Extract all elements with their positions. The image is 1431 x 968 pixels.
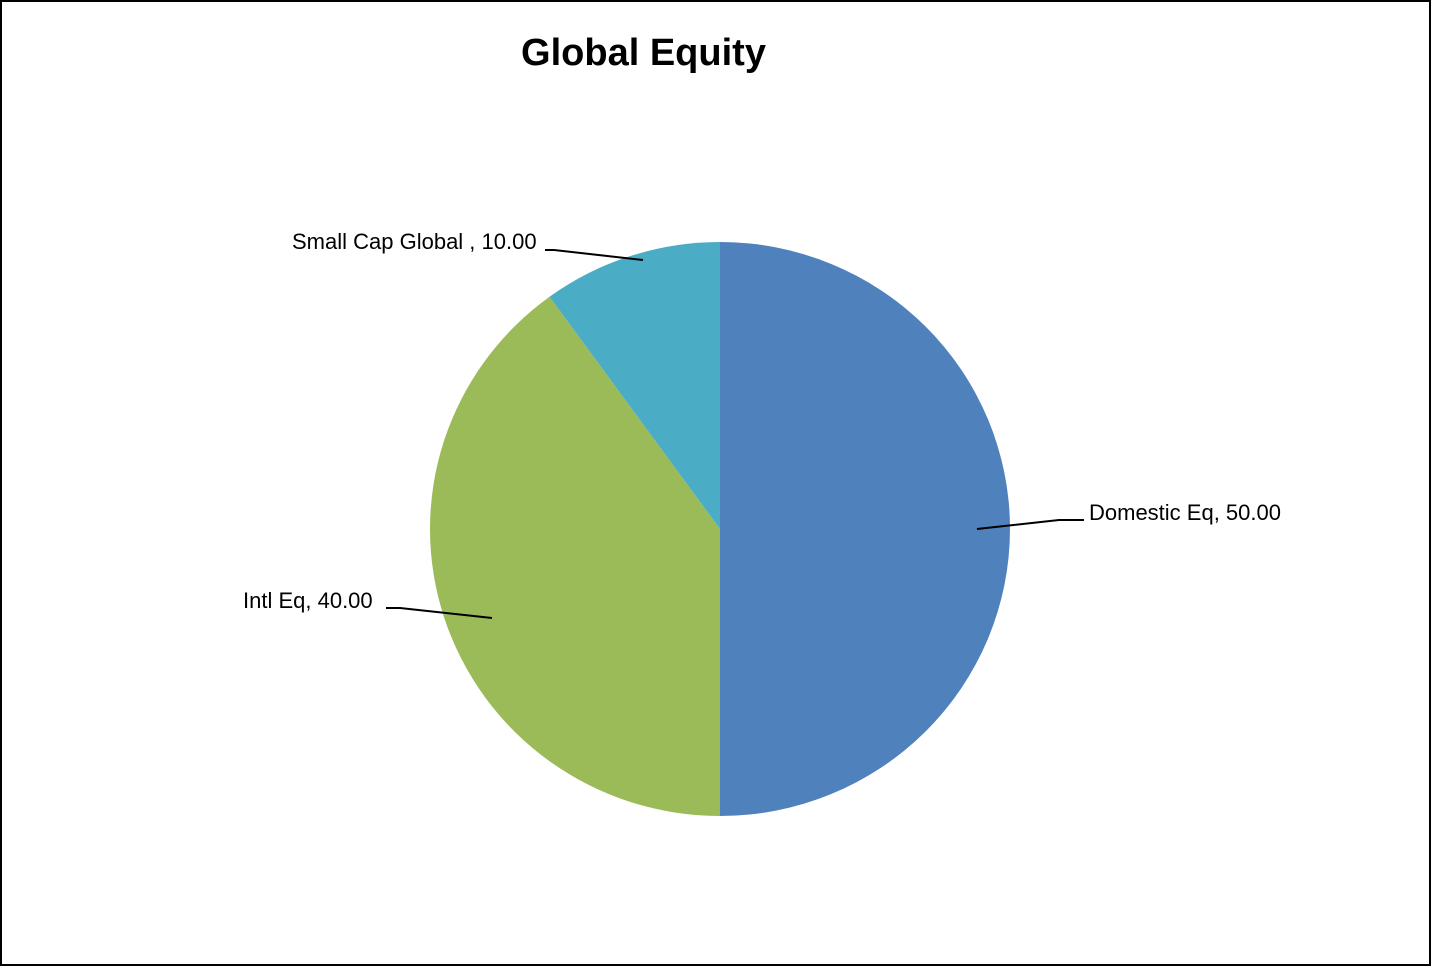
- chart-title: Global Equity: [521, 32, 766, 74]
- leader-line-domestic-eq: [976, 519, 1084, 530]
- pie-slice-small-cap-global: [549, 242, 720, 529]
- pie-slice-domestic-eq: [720, 242, 1010, 816]
- data-label-small-cap-global: Small Cap Global , 10.00: [292, 229, 537, 254]
- leader-line-small-cap-global: [545, 249, 644, 261]
- data-label-intl-eq: Intl Eq, 40.00: [243, 588, 373, 613]
- leader-line-intl-eq: [386, 607, 493, 619]
- data-label-domestic-eq: Domestic Eq, 50.00: [1089, 500, 1281, 525]
- pie-slice-intl-eq: [429, 296, 720, 816]
